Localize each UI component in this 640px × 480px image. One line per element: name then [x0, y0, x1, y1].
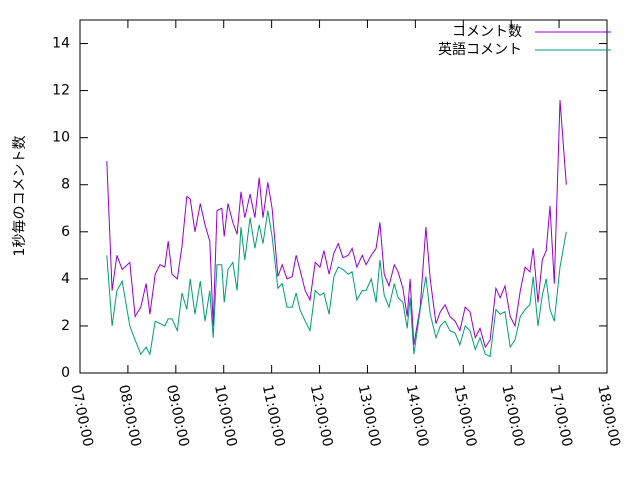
- legend-label: 英語コメント: [438, 41, 522, 58]
- y-tick-label: 0: [61, 365, 70, 381]
- x-tick-label: 13:00:00: [355, 383, 384, 448]
- series-line: [106, 210, 567, 358]
- x-tick-label: 10:00:00: [211, 383, 240, 448]
- x-tick-label: 17:00:00: [546, 383, 575, 448]
- x-tick-label: 08:00:00: [115, 383, 144, 448]
- series-line: [106, 99, 567, 349]
- x-tick-label: 07:00:00: [67, 383, 96, 448]
- x-tick-label: 11:00:00: [259, 383, 288, 448]
- x-tick-label: 18:00:00: [594, 383, 623, 448]
- y-tick-label: 8: [61, 177, 70, 193]
- plot-frame: [79, 19, 608, 374]
- x-tick-label: 16:00:00: [498, 383, 527, 448]
- x-tick-label: 12:00:00: [307, 383, 336, 448]
- y-tick-label: 4: [61, 271, 70, 287]
- y-tick-label: 6: [61, 224, 70, 240]
- legend-label: コメント数: [452, 24, 522, 40]
- y-tick-label: 2: [61, 318, 70, 334]
- y-tick-label: 12: [52, 83, 70, 99]
- x-tick-label: 09:00:00: [163, 383, 192, 448]
- x-tick-label: 14:00:00: [403, 383, 432, 448]
- x-tick-label: 15:00:00: [450, 383, 479, 448]
- y-tick-label: 14: [52, 36, 70, 52]
- y-axis-label: 1秒毎のコメント数: [12, 136, 28, 257]
- y-tick-label: 10: [52, 130, 70, 146]
